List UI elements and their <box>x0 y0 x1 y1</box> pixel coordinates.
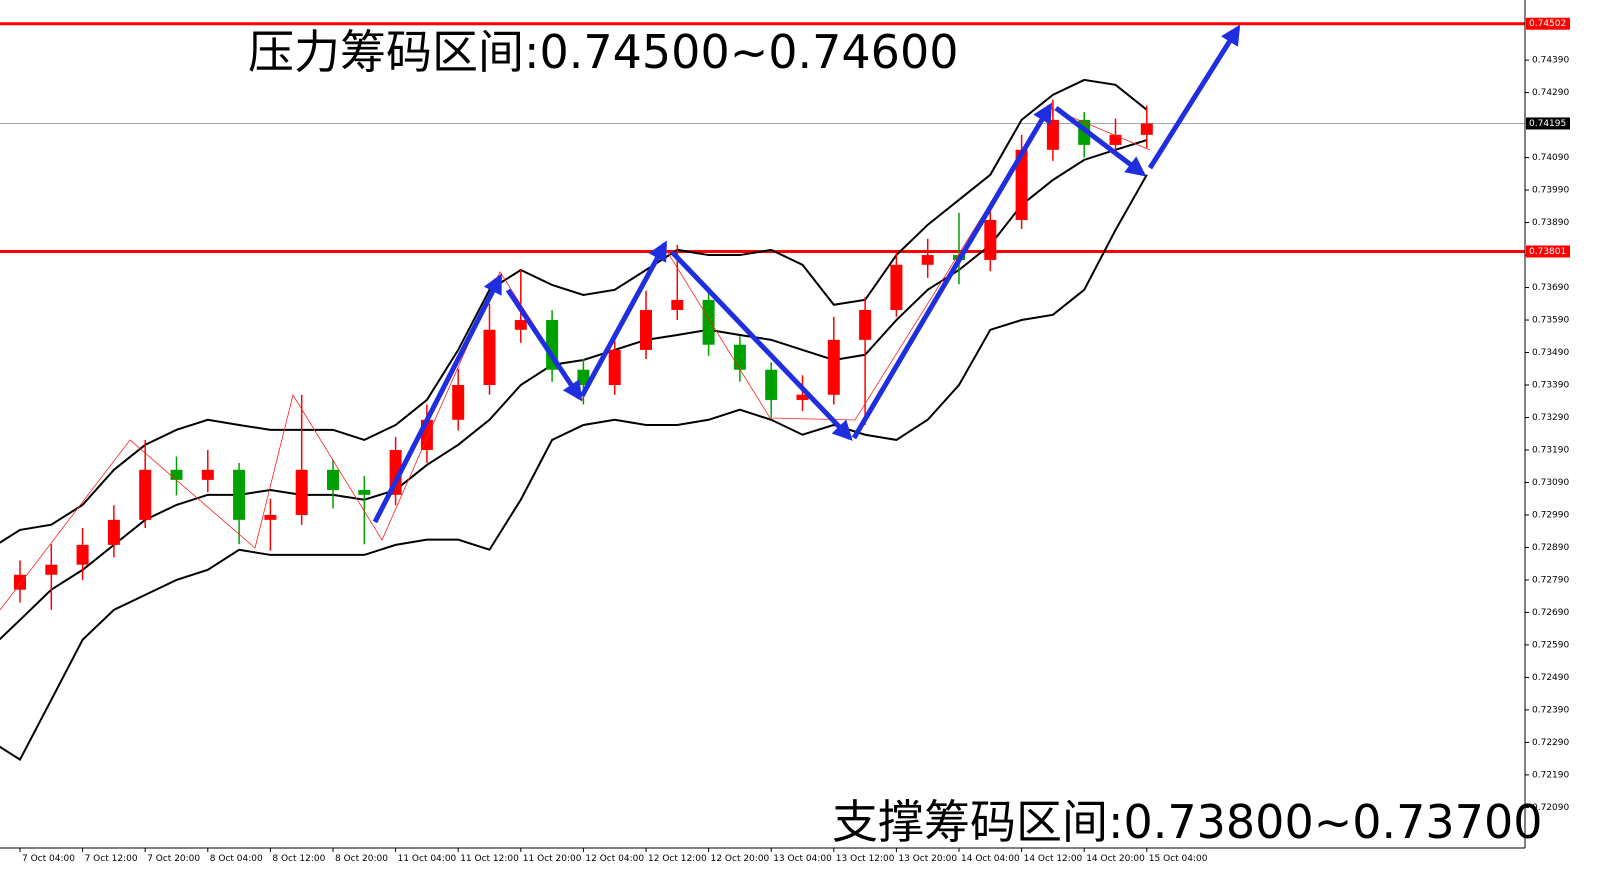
y-tick-label: 0.72790 <box>1532 575 1569 585</box>
arrow <box>670 250 853 441</box>
y-tick-label: 0.73590 <box>1532 316 1569 326</box>
candle-body <box>608 349 621 386</box>
arrow <box>579 240 668 398</box>
x-tick-label: 7 Oct 20:00 <box>147 854 200 864</box>
candle-body <box>859 309 872 340</box>
candle-body <box>14 574 26 590</box>
x-tick-label: 15 Oct 04:00 <box>1149 854 1208 864</box>
candle-body <box>358 489 371 495</box>
candle-body <box>295 469 308 515</box>
arrow <box>851 102 1053 440</box>
x-tick-label: 12 Oct 12:00 <box>648 854 707 864</box>
y-tick-label: 0.73290 <box>1532 413 1569 423</box>
y-tick-label: 0.72490 <box>1532 673 1569 683</box>
y-tick-label: 0.72690 <box>1532 608 1569 618</box>
candle-body <box>890 264 903 310</box>
candle-body <box>1109 134 1122 145</box>
candle-body <box>233 469 246 520</box>
x-tick-label: 13 Oct 04:00 <box>773 854 832 864</box>
y-tick-label: 0.72590 <box>1532 640 1569 650</box>
candle-body <box>921 255 934 265</box>
candle-body <box>139 469 152 520</box>
y-tick-label: 0.73090 <box>1532 478 1569 488</box>
price-label: 0.73801 <box>1529 247 1566 257</box>
candle-body <box>1140 123 1153 135</box>
arrow <box>505 288 583 402</box>
candle-body <box>733 344 746 370</box>
y-tick-label: 0.72090 <box>1532 803 1569 813</box>
x-tick-label: 14 Oct 20:00 <box>1086 854 1145 864</box>
band-line <box>0 174 1148 762</box>
x-tick-label: 8 Oct 20:00 <box>335 854 388 864</box>
trend-arrows <box>372 24 1241 524</box>
arrow <box>372 273 503 524</box>
candle-body <box>483 329 496 386</box>
candle-body <box>984 219 997 260</box>
arrow <box>1054 106 1147 177</box>
y-tick-label: 0.73190 <box>1532 445 1569 455</box>
y-tick-label: 0.74090 <box>1532 153 1569 163</box>
y-tick-label: 0.73990 <box>1532 186 1569 196</box>
y-tick-label: 0.73390 <box>1532 381 1569 391</box>
candle-body <box>514 320 527 330</box>
x-tick-label: 14 Oct 12:00 <box>1024 854 1083 864</box>
y-tick-label: 0.72290 <box>1532 738 1569 748</box>
candle-body <box>1015 149 1028 220</box>
y-tick-label: 0.74390 <box>1532 56 1569 66</box>
y-tick-label: 0.72190 <box>1532 770 1569 780</box>
x-tick-label: 8 Oct 04:00 <box>210 854 263 864</box>
price-label-box <box>1526 117 1570 130</box>
price-label: 0.74195 <box>1529 119 1566 129</box>
x-tick-label: 11 Oct 20:00 <box>523 854 582 864</box>
candle-body <box>107 519 120 545</box>
x-tick-label: 12 Oct 04:00 <box>585 854 644 864</box>
x-tick-label: 7 Oct 12:00 <box>85 854 138 864</box>
price-label-box <box>1526 17 1570 30</box>
x-tick-label: 11 Oct 12:00 <box>460 854 519 864</box>
y-tick-label: 0.72990 <box>1532 510 1569 520</box>
price-label-box <box>1526 245 1570 258</box>
y-tick-label: 0.74290 <box>1532 88 1569 98</box>
support-annotation: 支撑筹码区间:0.73800~0.73700 <box>832 795 1542 849</box>
candle-body <box>796 394 809 400</box>
x-tick-label: 12 Oct 20:00 <box>711 854 770 864</box>
candle-body <box>765 369 778 400</box>
band-line <box>0 78 1148 544</box>
candle-body <box>1046 119 1059 150</box>
y-tick-label: 0.73490 <box>1532 348 1569 358</box>
candle-body <box>702 299 715 345</box>
candle-body <box>640 309 652 350</box>
arrow <box>1147 24 1241 170</box>
candle-body <box>671 299 684 310</box>
candle-body <box>170 469 183 480</box>
x-tick-label: 11 Oct 04:00 <box>398 854 457 864</box>
y-tick-label: 0.73890 <box>1532 218 1569 228</box>
candle-body <box>45 564 58 575</box>
candle-body <box>76 544 89 565</box>
x-tick-label: 13 Oct 12:00 <box>836 854 895 864</box>
candle-body <box>327 469 339 490</box>
candle-body <box>201 469 214 480</box>
x-tick-label: 13 Oct 20:00 <box>898 854 957 864</box>
y-tick-label: 0.72890 <box>1532 543 1569 553</box>
candle-body <box>264 514 277 520</box>
y-tick-label: 0.72390 <box>1532 705 1569 715</box>
x-tick-label: 7 Oct 04:00 <box>22 854 75 864</box>
x-tick-label: 8 Oct 12:00 <box>272 854 325 864</box>
y-tick-label: 0.73690 <box>1532 283 1569 293</box>
plot-area <box>0 22 1525 762</box>
x-tick-label: 14 Oct 04:00 <box>961 854 1020 864</box>
price-label: 0.74502 <box>1529 19 1566 29</box>
candle-body <box>452 385 465 420</box>
resistance-annotation: 压力筹码区间:0.74500~0.74600 <box>248 25 958 79</box>
candle-body <box>827 339 840 395</box>
